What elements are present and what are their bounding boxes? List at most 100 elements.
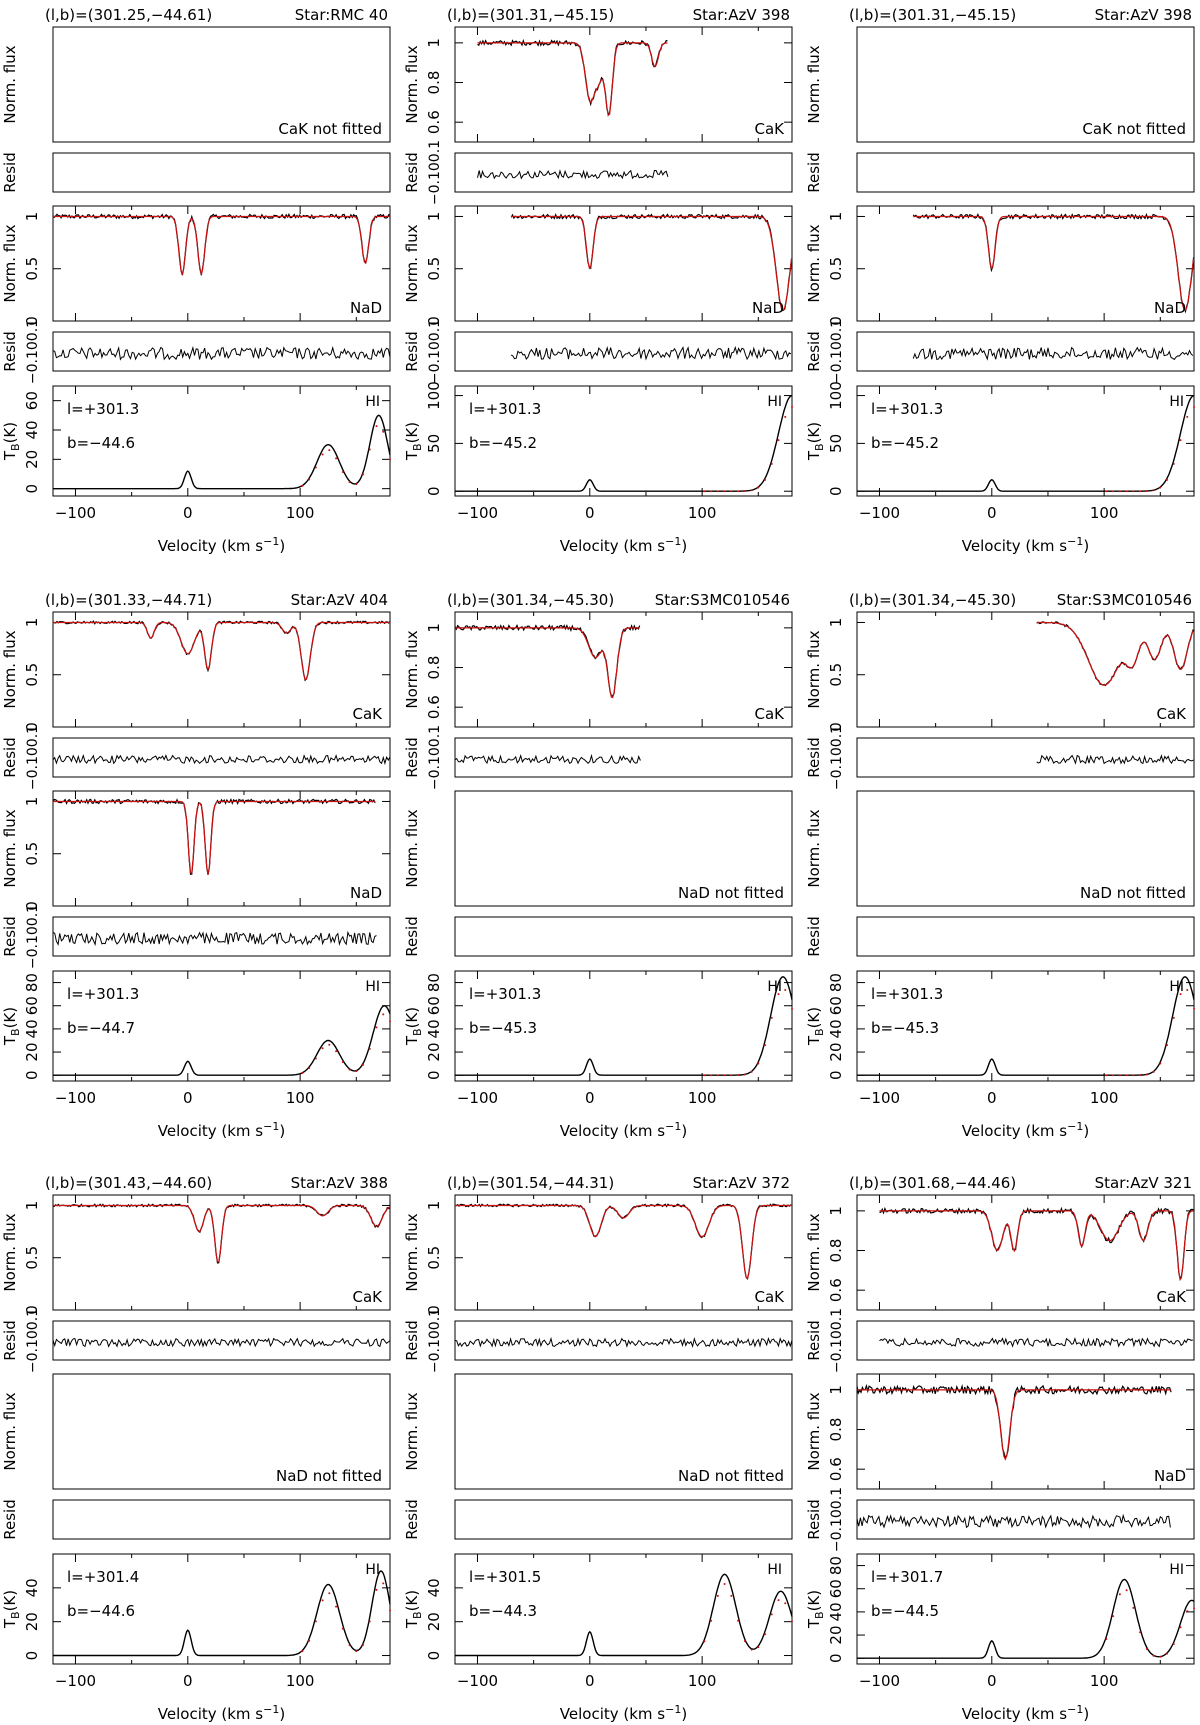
hi-tick-label: 40 <box>827 1019 845 1038</box>
hi-l-label: l=+301.3 <box>67 985 139 1003</box>
hi-model-point <box>348 1068 351 1071</box>
x-axis-label: Velocity (km s−1) <box>962 1703 1089 1723</box>
hi-model-point <box>382 1013 385 1016</box>
nad-frame <box>454 1373 793 1490</box>
panel-star: Star:S3MC010546 <box>655 591 790 609</box>
hi-model-point <box>328 449 331 452</box>
hi-model-point <box>341 471 344 474</box>
nad-resid-ylabel: Resid <box>403 916 421 956</box>
hi-profile-line <box>455 1573 793 1657</box>
nad-resid-frame <box>52 331 391 372</box>
hi-model-point <box>1193 406 1195 409</box>
hi-model-point <box>308 1639 311 1642</box>
fit-line <box>53 800 376 875</box>
cak-resid-frame <box>856 1320 1195 1361</box>
cak-resid-ylabel: Resid <box>403 152 421 192</box>
hi-model-point <box>784 989 787 992</box>
hi-tick-label: 20 <box>23 1612 41 1631</box>
x-axis-label: Velocity (km s−1) <box>158 1120 285 1140</box>
hi-model-point <box>784 415 787 418</box>
panel-8: (l,b)=(301.54,−44.31) Star:AzV 372 Norm. f… <box>403 1174 793 1723</box>
nad-resid-frame <box>454 1499 793 1540</box>
resid-tick-label: −0.100.1 <box>829 1308 845 1373</box>
hi-model-point <box>710 490 713 493</box>
hi-tick-label: 60 <box>23 996 41 1015</box>
cak-tick-label: 0.6 <box>425 695 443 719</box>
x-tick-label: 0 <box>183 1672 193 1690</box>
resid-tick-label: −0.100.1 <box>427 319 443 384</box>
nad-ylabel: Norm. flux <box>1 224 19 302</box>
hi-model-point <box>703 490 706 493</box>
residual-line <box>454 753 641 765</box>
spectrum-line <box>52 1203 391 1264</box>
panel-coords: (l,b)=(301.34,−45.30) <box>849 591 1016 609</box>
hi-model-point <box>1118 490 1121 493</box>
hi-ylabel: TB(K) <box>805 1007 826 1046</box>
hi-tick-label: 80 <box>23 973 41 992</box>
hi-model-point <box>730 1594 733 1597</box>
hi-model-point <box>1166 1044 1169 1047</box>
cak-tick-label: 0.5 <box>827 663 845 687</box>
hi-model-point <box>1139 490 1142 493</box>
nad-ylabel: Norm. flux <box>1 1392 19 1470</box>
hi-tick-label: 60 <box>23 391 41 410</box>
hi-model-point <box>362 1063 365 1066</box>
residual-line <box>52 1337 391 1348</box>
nad-label: NaD <box>350 299 382 317</box>
panel-coords: (l,b)=(301.25,−44.61) <box>45 6 212 24</box>
hi-model-point <box>1152 1070 1155 1073</box>
hi-model-point <box>703 1640 706 1643</box>
residual-line <box>52 753 391 766</box>
nad-label: NaD <box>1154 1467 1186 1485</box>
hi-model-point <box>362 1643 365 1646</box>
hi-model-point <box>301 484 304 487</box>
fit-line <box>879 1210 1194 1282</box>
hi-tick-label: 0 <box>827 486 845 496</box>
nad-resid-frame <box>52 916 391 957</box>
hi-model-point <box>1132 1606 1135 1609</box>
hi-model-point <box>764 1633 767 1636</box>
fit-line <box>913 215 1195 312</box>
x-tick-label: −100 <box>859 1089 900 1107</box>
panel-star: Star:AzV 404 <box>291 591 388 609</box>
resid-tick-label: −0.100.1 <box>829 725 845 790</box>
hi-model-point <box>355 483 358 486</box>
hi-b-label: b=−45.3 <box>469 1019 537 1037</box>
nad-ylabel: Norm. flux <box>805 224 823 302</box>
hi-profile-line <box>53 1570 391 1657</box>
nad-tick-label: 0 <box>827 316 845 326</box>
hi-model-point <box>314 1620 317 1623</box>
hi-model-point <box>710 1619 713 1622</box>
hi-model-point <box>335 457 338 460</box>
hi-label: HI <box>365 979 380 995</box>
hi-model-point <box>1145 1073 1148 1076</box>
hi-ylabel: TB(K) <box>1 422 22 461</box>
hi-model-point <box>1166 1652 1169 1655</box>
panel-5: (l,b)=(301.34,−45.30) Star:S3MC010546 Norm… <box>403 591 793 1140</box>
x-axis-label: Velocity (km s−1) <box>560 535 687 555</box>
panel-coords: (l,b)=(301.34,−45.30) <box>447 591 614 609</box>
resid-tick-label: −0.100.1 <box>427 140 443 205</box>
hi-model-point <box>723 1074 726 1077</box>
cak-tick-label: 0.8 <box>425 656 443 680</box>
hi-model-point <box>750 1070 753 1073</box>
hi-l-label: l=+301.3 <box>469 985 541 1003</box>
hi-model-point <box>335 1605 338 1608</box>
nad-resid-ylabel: Resid <box>403 1499 421 1539</box>
hi-model-point <box>743 1640 746 1643</box>
hi-model-point <box>1125 1074 1128 1077</box>
hi-model-point <box>710 1074 713 1077</box>
hi-model-point <box>1159 486 1162 489</box>
cak-ylabel: Norm. flux <box>805 45 823 123</box>
hi-tick-label: 80 <box>425 973 443 992</box>
cak-resid-frame <box>856 152 1195 193</box>
nad-resid-frame <box>856 916 1195 957</box>
nad-tick-label: 0 <box>425 316 443 326</box>
hi-ylabel: TB(K) <box>403 1590 424 1629</box>
hi-model-point <box>375 425 378 428</box>
x-tick-label: 0 <box>183 504 193 522</box>
cak-frame <box>454 611 793 728</box>
hi-model-point <box>1172 1643 1175 1646</box>
x-axis-label: Velocity (km s−1) <box>962 535 1089 555</box>
